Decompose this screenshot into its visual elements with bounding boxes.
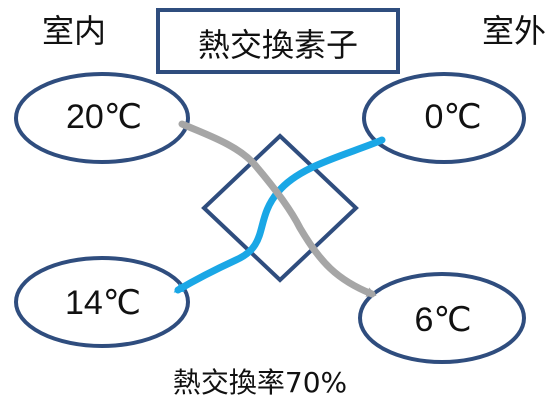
outdoor-inlet-ellipse <box>362 72 526 164</box>
outdoor-air-flow-arrow <box>173 136 386 294</box>
indoor-outlet-temperature: 14℃ <box>65 284 141 322</box>
outdoor-inlet-temperature: 0℃ <box>424 98 481 136</box>
heat-exchange-element-label: 熱交換素子 <box>198 26 358 64</box>
indoor-label: 室内 <box>42 12 106 50</box>
indoor-air-flow-arrow <box>178 120 377 298</box>
indoor-inlet-ellipse <box>14 72 190 164</box>
heat-exchange-efficiency-label: 熱交換率70% <box>173 366 347 399</box>
outdoor-label: 室外 <box>482 12 546 50</box>
indoor-inlet-temperature: 20℃ <box>66 98 142 136</box>
indoor-outlet-ellipse <box>14 256 190 348</box>
outdoor-outlet-temperature: 6℃ <box>414 301 471 339</box>
outdoor-outlet-ellipse <box>358 272 526 364</box>
heat-exchange-core-diamond <box>201 133 359 283</box>
heat-exchange-element-box <box>156 8 400 74</box>
